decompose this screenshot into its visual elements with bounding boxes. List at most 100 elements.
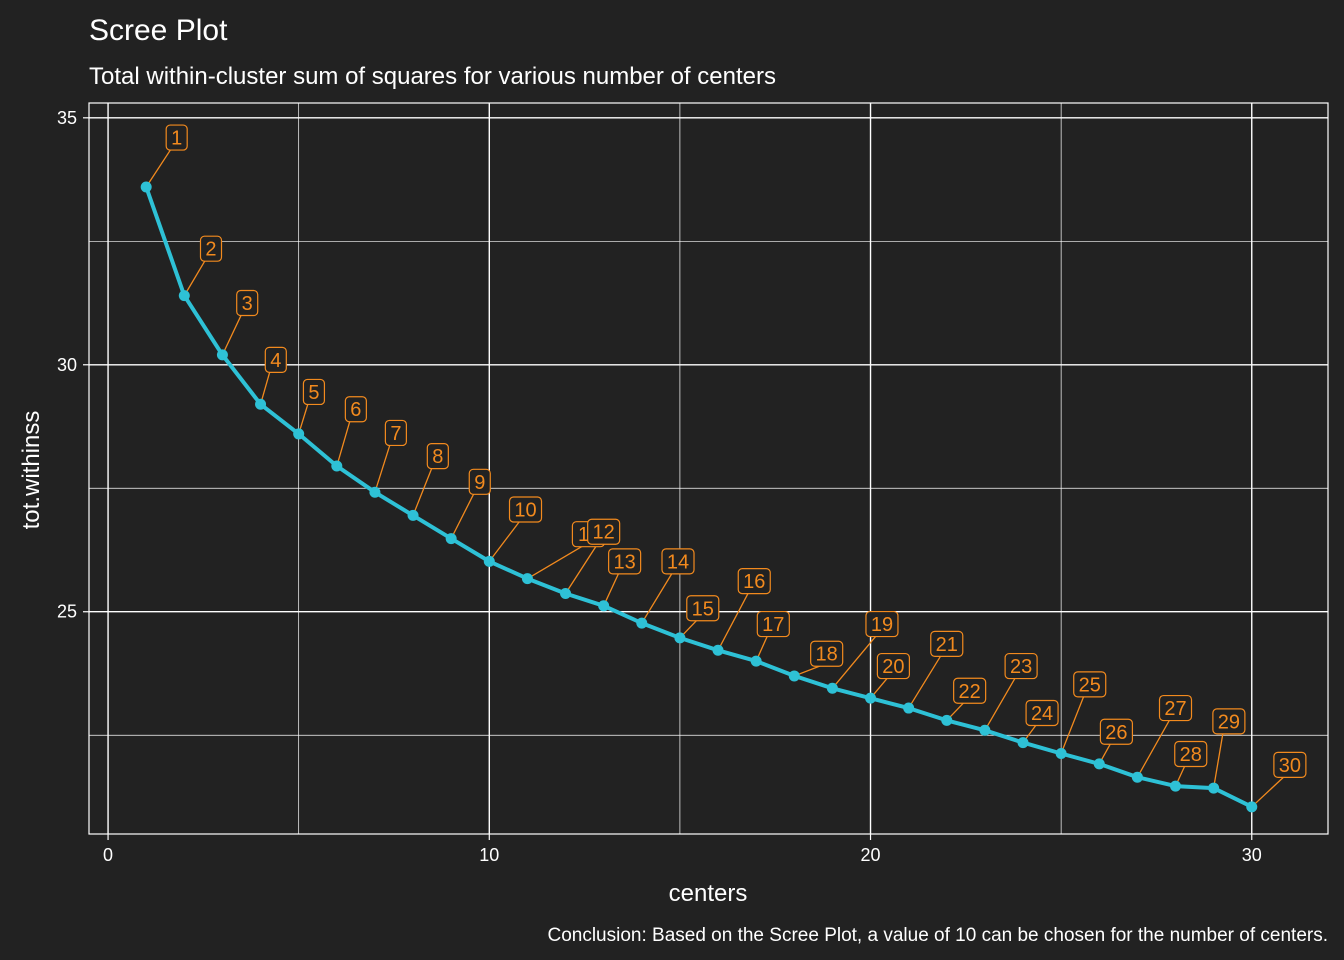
x-tick-label: 0 <box>103 845 113 865</box>
data-point <box>598 600 610 612</box>
label-connector <box>603 573 620 607</box>
point-label-box <box>661 548 695 575</box>
point-label-box <box>587 518 621 545</box>
point-label: 30 <box>1279 755 1301 777</box>
point-label: 21 <box>936 634 958 656</box>
y-tick-label: 25 <box>57 602 77 622</box>
point-layer <box>140 181 1258 813</box>
chart-title: Scree Plot <box>89 14 228 47</box>
label-connector <box>145 149 172 188</box>
point-label-box <box>1099 718 1134 745</box>
label-connector <box>488 521 521 562</box>
point-label-box <box>953 677 987 704</box>
data-point <box>369 486 381 498</box>
point-label: 28 <box>1180 744 1202 766</box>
point-label: 7 <box>390 423 401 445</box>
point-label: 5 <box>308 382 319 404</box>
data-point <box>407 509 419 521</box>
point-label: 4 <box>270 350 281 372</box>
point-label-box <box>1212 708 1246 735</box>
data-point <box>674 632 686 644</box>
grid-layer <box>89 103 1328 834</box>
data-point <box>750 655 762 667</box>
point-label-box <box>199 235 223 262</box>
point-label-box <box>686 595 720 622</box>
point-label-box <box>264 346 287 373</box>
point-label: 2 <box>205 239 216 261</box>
label-connector <box>259 371 271 405</box>
label-connector <box>641 573 673 624</box>
point-label-box <box>302 378 326 406</box>
label-connector <box>336 421 351 467</box>
point-label: 1 <box>171 128 182 150</box>
point-label: 16 <box>743 571 765 593</box>
data-point <box>979 724 991 736</box>
data-point <box>903 702 915 714</box>
data-point <box>140 181 152 193</box>
point-label: 15 <box>692 598 714 620</box>
data-point <box>178 290 190 302</box>
data-point <box>1093 758 1105 770</box>
label-connector <box>221 314 242 356</box>
point-label: 6 <box>350 399 361 421</box>
label-connector <box>564 543 599 594</box>
point-label: 26 <box>1105 722 1127 744</box>
data-point <box>1055 747 1067 759</box>
y-tick-label: 35 <box>57 108 77 128</box>
point-label-box <box>1004 652 1038 680</box>
data-point <box>255 398 267 410</box>
point-label: 10 <box>514 499 536 521</box>
point-label-box <box>930 630 964 657</box>
label-connector <box>831 635 877 689</box>
point-label-box <box>1158 694 1193 722</box>
label-connector <box>450 493 475 539</box>
chart-caption: Conclusion: Based on the Scree Plot, a v… <box>547 925 1328 946</box>
point-label: 3 <box>242 293 253 315</box>
point-label-box <box>737 568 771 595</box>
point-label: 25 <box>1079 674 1101 696</box>
data-point <box>293 428 305 440</box>
point-label: 22 <box>959 681 981 703</box>
point-label: 24 <box>1031 703 1053 725</box>
point-label-box <box>1273 751 1307 778</box>
point-label: 8 <box>432 446 443 468</box>
data-point <box>1208 782 1220 794</box>
point-label-box <box>865 610 899 638</box>
label-connector <box>527 545 583 580</box>
point-label-box <box>1174 740 1208 768</box>
label-connector <box>1136 719 1171 778</box>
x-tick-label: 10 <box>479 845 499 865</box>
data-point <box>483 555 495 567</box>
point-label: 29 <box>1218 711 1240 733</box>
data-point <box>712 644 724 656</box>
y-axis-title: tot.withinss <box>18 411 45 530</box>
data-point <box>1017 737 1029 749</box>
point-label-box <box>344 396 367 423</box>
label-connector <box>1060 696 1085 754</box>
data-point <box>865 692 877 704</box>
label-connector <box>183 260 206 296</box>
point-label-box <box>876 652 910 680</box>
data-point <box>560 587 572 599</box>
point-label-box <box>810 640 844 667</box>
point-label-box <box>1025 699 1059 727</box>
series-line <box>144 185 1254 809</box>
panel-border <box>88 102 1329 835</box>
point-label-box <box>384 419 407 447</box>
label-connector <box>412 467 433 516</box>
data-point <box>941 714 953 726</box>
point-label: 18 <box>816 644 838 666</box>
data-point <box>1246 801 1258 813</box>
data-point <box>788 670 800 682</box>
chart-subtitle: Total within-cluster sum of squares for … <box>89 63 776 90</box>
data-point <box>1131 771 1143 783</box>
point-label-box <box>1073 671 1107 698</box>
data-point <box>636 617 648 629</box>
connector-layer <box>145 149 1285 808</box>
label-connector <box>374 444 391 493</box>
label-layer: 1234567891011121314151617181920212223242… <box>165 124 1307 778</box>
point-label-box <box>756 610 790 638</box>
point-label: 23 <box>1010 656 1032 678</box>
